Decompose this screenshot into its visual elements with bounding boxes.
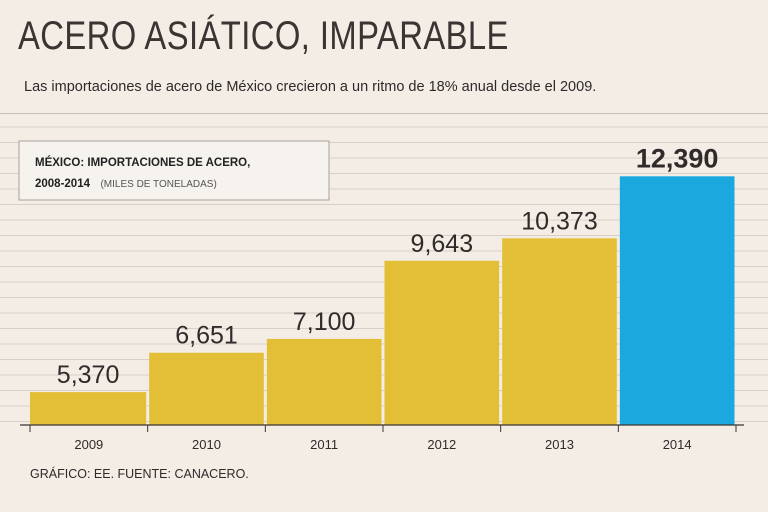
value-label-2014: 12,390 [636, 143, 719, 173]
legend-unit: (MILES DE TONELADAS) [100, 179, 216, 190]
bar-2012 [384, 260, 500, 425]
page-subtitle: Las importaciones de acero de México cre… [24, 79, 597, 95]
chart-value-labels: 5,370 6,651 7,100 9,643 10,373 12,390 [57, 143, 719, 389]
legend-title-line2: 2008-2014 [35, 178, 91, 190]
legend-box: MÉXICO: IMPORTACIONES DE ACERO, 2008-201… [18, 140, 330, 201]
bar-2010 [149, 352, 264, 425]
x-tick-label-2010: 2010 [192, 437, 221, 452]
x-tick-label-2013: 2013 [545, 437, 574, 452]
x-tick-label-2014: 2014 [663, 437, 692, 452]
value-label-2013: 10,373 [521, 207, 597, 235]
value-label-2010: 6,651 [175, 322, 238, 350]
x-tick-label-2012: 2012 [427, 437, 456, 452]
svg-text:2008-2014 (MILES DE TONE: 2008-2014 (MILES DE TONELADAS) [35, 174, 217, 191]
header-divider [0, 113, 768, 114]
x-tick-label-2009: 2009 [74, 437, 103, 452]
bar-2009 [30, 392, 147, 425]
value-label-2011: 7,100 [293, 308, 356, 336]
value-label-2012: 9,643 [411, 230, 474, 258]
chart-bars [30, 176, 735, 425]
x-tick-label-2011: 2011 [310, 437, 338, 452]
bar-2011 [266, 338, 382, 425]
legend-title-line1: MÉXICO: IMPORTACIONES DE ACERO, [35, 156, 250, 169]
value-label-2009: 5,370 [57, 361, 120, 389]
x-axis-ticks: 2009 2010 2011 2012 2013 2014 [29, 425, 737, 452]
bar-2014 [619, 176, 735, 425]
bar-2013 [502, 238, 617, 425]
source-note: GRÁFICO: EE. FUENTE: CANACERO. [30, 467, 249, 481]
page-title: ACERO ASIÁTICO, IMPARABLE [18, 14, 509, 58]
